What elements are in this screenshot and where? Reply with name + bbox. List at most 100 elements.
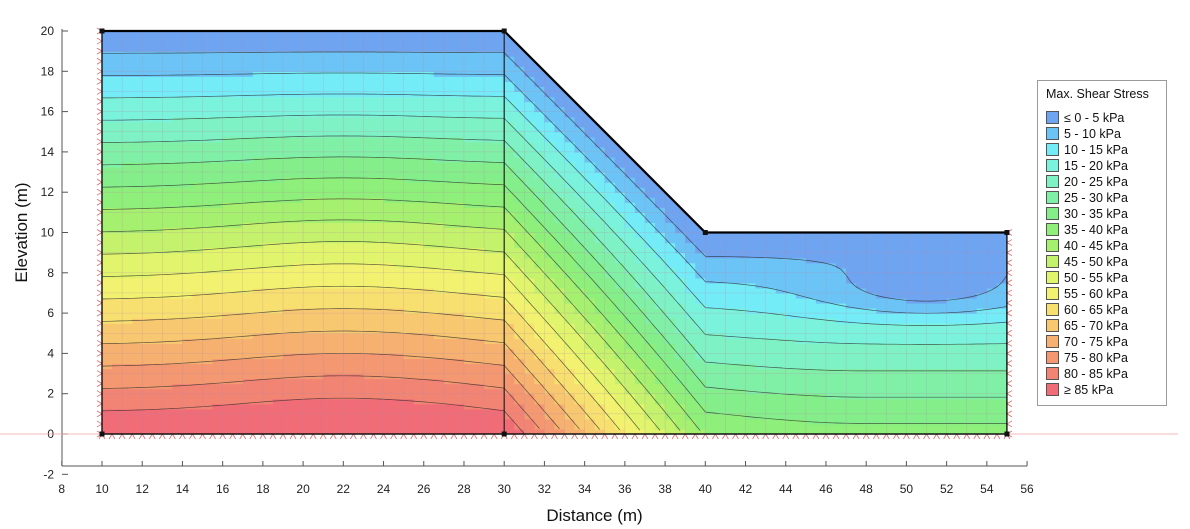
contour-cell (323, 41, 334, 47)
contour-cell (242, 318, 254, 324)
contour-cell (675, 348, 686, 354)
contour-cell (272, 292, 284, 299)
contour-cell (594, 237, 606, 244)
contour-cell (504, 91, 515, 98)
contour-cell (795, 353, 807, 360)
contour-cell (333, 207, 344, 213)
contour-cell (152, 373, 163, 380)
contour-cell (644, 428, 656, 434)
contour-cell (584, 418, 596, 425)
contour-cell (514, 156, 525, 163)
contour-cell (534, 318, 546, 324)
contour-cell (393, 46, 405, 52)
contour-cell (705, 323, 716, 329)
contour-cell (333, 76, 344, 82)
contour-cell (574, 242, 586, 249)
contour-cell (594, 207, 606, 213)
contour-cell (594, 398, 606, 405)
contour-cell (413, 177, 425, 183)
contour-cell (413, 116, 425, 123)
contour-cell (383, 408, 395, 415)
contour-cell (665, 343, 676, 349)
contour-cell (574, 287, 586, 294)
contour-cell (634, 393, 646, 400)
contour-cell (815, 272, 827, 279)
contour-cell (172, 413, 184, 420)
contour-cell (373, 81, 385, 88)
contour-cell (333, 272, 344, 279)
contour-cell (574, 212, 586, 218)
contour-cell (343, 101, 354, 108)
contour-cell (815, 353, 827, 360)
contour-cell (815, 282, 827, 289)
contour-cell (343, 151, 354, 158)
contour-cell (423, 363, 435, 370)
contour-cell (624, 413, 636, 420)
contour-cell (564, 348, 576, 354)
contour-cell (524, 318, 535, 324)
contour-cell (805, 287, 817, 294)
contour-cell (705, 318, 716, 324)
contour-cell (655, 348, 666, 354)
contour-cell (262, 242, 274, 249)
contour-cell (192, 111, 204, 118)
contour-cell (323, 172, 334, 178)
contour-cell (695, 262, 706, 269)
contour-cell (122, 383, 133, 390)
contour-cell (353, 353, 365, 360)
contour-cell (634, 297, 646, 304)
contour-cell (665, 418, 676, 425)
contour-cell (132, 287, 143, 294)
contour-cell (504, 81, 515, 88)
contour-cell (353, 272, 365, 279)
contour-cell (574, 308, 586, 314)
contour-cell (333, 131, 344, 138)
contour-cell (564, 161, 576, 168)
contour-cell (836, 363, 847, 370)
contour-cell (413, 282, 425, 289)
contour-cell (474, 267, 485, 274)
contour-cell (333, 167, 344, 173)
contour-cell (232, 388, 244, 395)
contour-cell (413, 272, 425, 279)
contour-cell (695, 408, 706, 415)
contour-cell (293, 373, 304, 380)
contour-cell (282, 217, 294, 224)
contour-cell (484, 41, 495, 47)
contour-cell (182, 252, 194, 259)
contour-cell (443, 318, 455, 324)
contour-cell (383, 373, 395, 380)
contour-cell (604, 398, 616, 405)
contour-cell (484, 222, 495, 229)
contour-cell (564, 182, 576, 188)
contour-cell (604, 172, 616, 178)
contour-cell (242, 51, 254, 57)
contour-cell (514, 383, 525, 390)
contour-cell (534, 247, 546, 254)
contour-cell (413, 46, 425, 52)
contour-cell (745, 333, 757, 339)
contour-cell (182, 212, 194, 218)
contour-cell (403, 418, 415, 425)
contour-cell (815, 237, 827, 244)
contour-cell (413, 41, 425, 47)
contour-cell (293, 303, 304, 309)
contour-cell (403, 31, 415, 37)
contour-cell (343, 121, 354, 128)
contour-cell (423, 66, 435, 72)
contour-cell (303, 267, 314, 274)
contour-cell (142, 388, 153, 395)
contour-cell (373, 423, 385, 430)
contour-cell (524, 428, 535, 434)
contour-cell (182, 141, 194, 148)
contour-cell (122, 36, 133, 42)
contour-cell (363, 177, 375, 183)
contour-cell (242, 227, 254, 234)
contour-cell (765, 363, 777, 370)
contour-cell (614, 272, 626, 279)
contour-cell (604, 343, 616, 349)
contour-cell (172, 41, 184, 47)
contour-cell (685, 222, 696, 229)
contour-cell (363, 56, 375, 62)
contour-cell (775, 303, 787, 309)
